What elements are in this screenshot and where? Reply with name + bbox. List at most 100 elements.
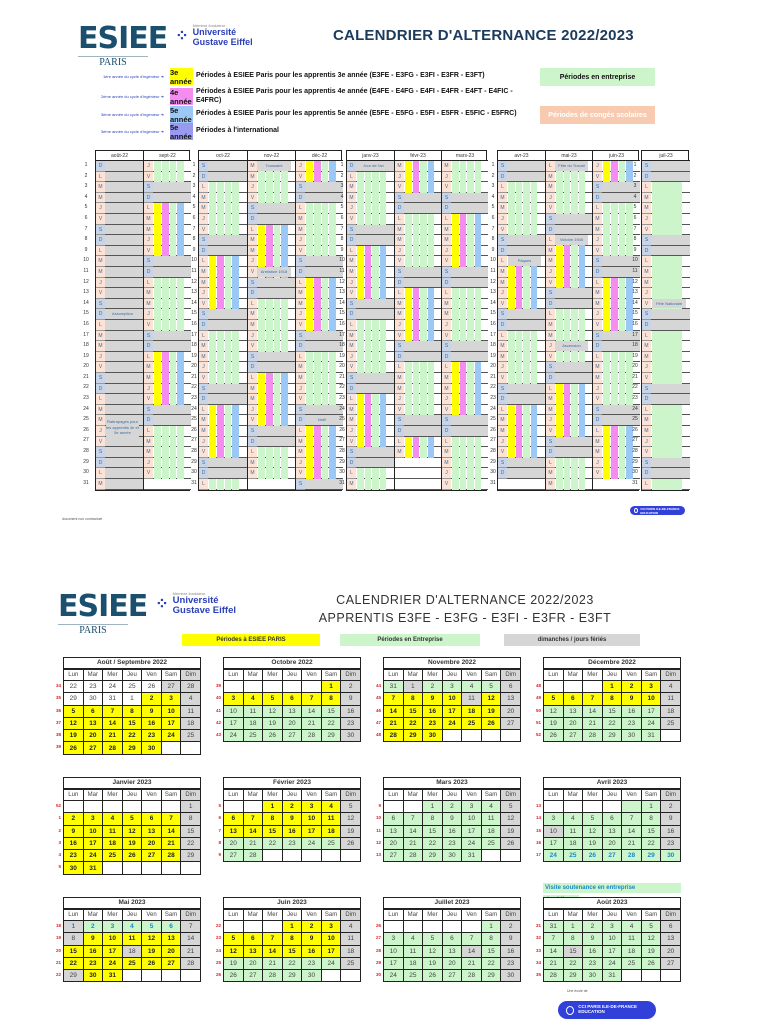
weekday-letter: J — [296, 309, 305, 320]
period-cell — [412, 214, 419, 225]
weekday-header: Sam — [320, 789, 342, 801]
week-row: 6 7 8 9 10 11 12 — [223, 812, 361, 826]
day-row — [105, 256, 143, 267]
period-cell — [523, 298, 530, 310]
period-cell — [626, 383, 633, 395]
day-cell: 17 — [441, 704, 463, 718]
week-row: 5 6 7 8 9 10 11 — [223, 932, 361, 946]
period-cell — [603, 203, 610, 214]
weekday-letter: V — [395, 330, 404, 342]
day-number: 11 — [191, 267, 197, 274]
period-cell — [209, 330, 216, 342]
period-cell — [405, 436, 412, 448]
day-row — [602, 192, 640, 204]
day-row — [651, 309, 690, 320]
period-cell — [357, 426, 364, 437]
period-cell — [281, 394, 288, 405]
day-cell: 31 — [102, 969, 123, 983]
weekday-letter: M — [296, 224, 305, 236]
day-cell: 15 — [402, 704, 424, 718]
period-cell — [467, 330, 474, 342]
holiday-label: Jour de l'an — [357, 161, 390, 171]
day-cell: 30 — [82, 969, 104, 983]
day-cell: 21 — [383, 716, 404, 731]
period-cell — [603, 362, 610, 373]
day-row — [208, 235, 247, 246]
day-number: 11 — [339, 267, 345, 274]
period-cell — [329, 426, 336, 437]
day-number-column: 1 2 3 4 5 6 7 8 9 10 11 12 13 14 15 16 17 18 19 20 21 22 23 24 2… — [188, 160, 200, 488]
weekday-letter: V — [144, 468, 153, 479]
holiday-label: Ascension — [555, 341, 588, 351]
month-table: Lun Mar Mer Jeu Ven Sam Dim 1 2 3 4 5 6 7 8 9 10 11 12 13 14… — [543, 789, 681, 863]
period-cell — [281, 404, 288, 416]
weekday-letter: J — [546, 341, 555, 352]
day-cell: 6 — [242, 932, 264, 946]
period-cell — [379, 182, 386, 193]
period-cell — [357, 415, 364, 426]
day-row — [404, 267, 441, 278]
period-cell — [313, 383, 321, 395]
day-cell: 26 — [63, 741, 84, 755]
period-cell — [452, 330, 459, 342]
period-cell — [420, 182, 427, 193]
week-number: 26 — [375, 923, 381, 928]
period-cell — [177, 171, 184, 183]
period-cell — [154, 457, 161, 469]
month-calendar: Août 2023 Lun Mar Mer Jeu Ven Sam Dim 31 1 2 3 4 5 6 7 8… — [536, 897, 681, 983]
weekday-letter: D — [642, 394, 651, 405]
period-cell — [427, 171, 434, 183]
day-cell: 25 — [340, 956, 361, 971]
weekday-letter: L — [96, 320, 105, 331]
period-cell — [652, 214, 682, 225]
esiee-logo: ESIEE PARIS ⁘ Membre fondateur Universit… — [58, 591, 236, 636]
day-number: 9 — [340, 246, 344, 253]
day-cell: 20 — [223, 836, 244, 851]
period-cell — [313, 436, 321, 448]
weekday-header: Mer — [582, 789, 603, 801]
month-header: juin-23 — [593, 151, 640, 161]
period-cell — [281, 192, 288, 204]
day-cell: 1 — [262, 799, 283, 814]
weekday-letter: L — [498, 404, 507, 416]
day-cell: 13 — [383, 824, 404, 838]
weekday-letter: L — [395, 214, 404, 225]
weekday-header: Ven — [141, 909, 162, 921]
period-cell — [364, 214, 371, 225]
weekday-letter: S — [296, 479, 305, 490]
day-cell: 24 — [160, 729, 182, 743]
paris-wordmark: PARIS — [78, 56, 148, 68]
weekday-header: Jeu — [281, 909, 303, 921]
day-cell: 23 — [82, 679, 104, 694]
weekday-letter: M — [546, 394, 555, 405]
period-cell — [224, 277, 232, 289]
day-cell: 11 — [180, 704, 201, 718]
weekday-letter: L — [96, 468, 105, 479]
period-cell — [273, 415, 281, 426]
day-row — [105, 373, 143, 384]
day-cell: 26 — [141, 956, 162, 971]
period-cell — [563, 457, 570, 469]
day-row — [105, 404, 143, 416]
weekday-letter: L — [199, 256, 208, 267]
period-cell — [329, 468, 336, 479]
period-cell — [177, 277, 184, 289]
day-cell: 14 — [301, 704, 322, 718]
day-row — [105, 447, 143, 458]
day-cell: 29 — [63, 969, 84, 983]
day-cell: 9 — [141, 704, 162, 718]
week-number: 39 — [215, 683, 221, 688]
day-cell: 4 — [102, 812, 123, 826]
day-cell: 15 — [262, 824, 283, 838]
weekday-header-row: Lun Mar Mer Jeu Ven Sam Dim — [63, 789, 201, 801]
weekday-letter: M — [296, 447, 305, 458]
day-number: 3 — [192, 183, 196, 190]
period-cell — [523, 426, 530, 437]
day-cell: 21 — [543, 956, 564, 971]
weekday-letter: M — [395, 298, 404, 310]
weekday-letter: V — [296, 171, 305, 183]
period-cell — [273, 309, 281, 320]
week-numbers: 52 1 2 3 4 5 — [49, 800, 61, 874]
